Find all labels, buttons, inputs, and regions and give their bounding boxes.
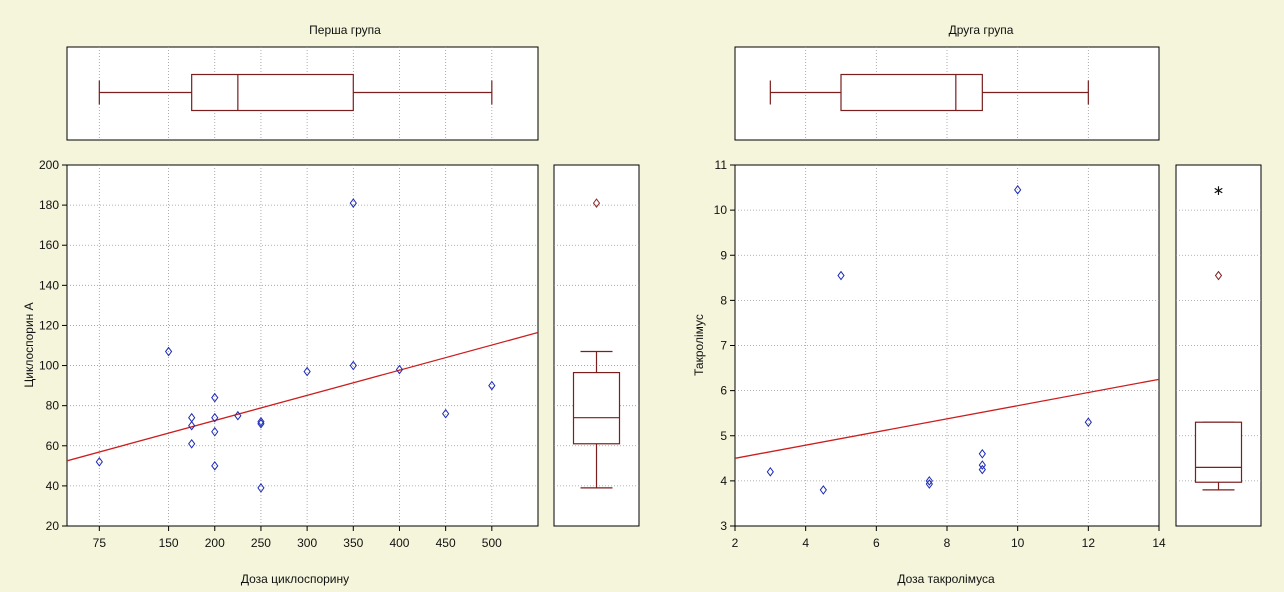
- y-tick-label: 60: [46, 439, 60, 453]
- data-point: [1014, 184, 1022, 195]
- x-tick-label: 250: [251, 536, 271, 550]
- data-point: [925, 476, 933, 486]
- x-tick-label: 10: [1011, 536, 1025, 550]
- x-boxplot-box: [840, 73, 983, 112]
- data-point: [95, 456, 103, 467]
- y-axis-label: Такролімус: [692, 314, 706, 376]
- data-point: [1084, 417, 1092, 428]
- data-point: [395, 364, 404, 375]
- data-point: [978, 460, 986, 470]
- y-tick-label: 80: [46, 399, 60, 413]
- y-axis-label: Циклоспорин А: [22, 302, 36, 387]
- y-boxplot-box: [1194, 421, 1243, 483]
- y-tick-label: 6: [720, 384, 727, 398]
- data-point: [978, 464, 986, 475]
- y-tick-label: 3: [720, 519, 727, 533]
- data-point: [349, 198, 357, 208]
- x-tick-label: 8: [944, 536, 951, 550]
- chart-title: Друга група: [949, 23, 1014, 37]
- data-point: [211, 460, 219, 471]
- data-point: [837, 270, 845, 281]
- y-boxplot-box: [572, 371, 621, 445]
- x-tick-label: 4: [802, 536, 809, 550]
- plot-area: [66, 164, 539, 527]
- y-tick-label: 200: [39, 158, 59, 172]
- data-point: [349, 360, 357, 371]
- y-tick-label: 140: [39, 278, 59, 292]
- data-point: [925, 479, 933, 489]
- x-tick-label: 14: [1152, 536, 1166, 550]
- data-point: [257, 418, 265, 429]
- data-point: [442, 408, 450, 419]
- data-point: [164, 346, 173, 357]
- x-tick-label: 400: [389, 536, 409, 550]
- data-point: [819, 485, 827, 495]
- x-boxplot-box: [191, 73, 354, 112]
- data-point: [303, 366, 311, 377]
- x-tick-label: 6: [873, 536, 880, 550]
- data-point: [188, 420, 196, 431]
- x-tick-label: 150: [159, 536, 179, 550]
- chart-first-group: Перша група Доза циклоспорину Циклоспори…: [22, 23, 640, 586]
- data-point: [488, 380, 496, 391]
- y-tick-label: 40: [46, 479, 60, 493]
- x-tick-label: 500: [482, 536, 502, 550]
- y-tick-label: 7: [720, 339, 727, 353]
- data-point: [211, 392, 219, 403]
- x-axis-label: Доза циклоспорину: [241, 572, 349, 586]
- data-point: [188, 438, 196, 449]
- x-tick-label: 300: [297, 536, 317, 550]
- x-tick-label: 350: [343, 536, 363, 550]
- data-point: [211, 426, 219, 437]
- y-boxplot-outlier: [592, 198, 601, 208]
- y-tick-label: 10: [714, 203, 728, 217]
- y-tick-label: 4: [720, 474, 727, 488]
- x-tick-label: 200: [205, 536, 225, 550]
- regression-line: [735, 378, 1159, 459]
- x-tick-label: 450: [436, 536, 456, 550]
- chart-second-group: Друга група Доза такролімуса Такролімус …: [692, 23, 1262, 586]
- y-tick-label: 100: [39, 359, 59, 373]
- y-tick-label: 160: [39, 238, 59, 252]
- y-tick-label: 180: [39, 198, 59, 212]
- data-point: [234, 410, 242, 421]
- y-tick-label: 8: [720, 293, 727, 307]
- y-boxplot-extreme-marker: ∗: [1213, 182, 1225, 198]
- regression-line: [67, 331, 538, 462]
- y-tick-label: 9: [720, 248, 727, 262]
- y-boxplot-outlier: [1214, 270, 1223, 281]
- data-point: [257, 416, 265, 427]
- data-point: [211, 412, 219, 423]
- x-tick-label: 75: [93, 536, 107, 550]
- y-tick-label: 20: [46, 519, 60, 533]
- y-tick-label: 120: [39, 318, 59, 332]
- y-tick-label: 11: [715, 158, 728, 172]
- y-tick-label: 5: [720, 429, 727, 443]
- data-point: [766, 467, 774, 477]
- chart-title: Перша група: [309, 23, 381, 37]
- x-tick-label: 2: [732, 536, 739, 550]
- x-tick-label: 12: [1082, 536, 1096, 550]
- data-point: [978, 448, 986, 459]
- data-point: [257, 483, 265, 493]
- x-axis-label: Доза такролімуса: [897, 572, 995, 586]
